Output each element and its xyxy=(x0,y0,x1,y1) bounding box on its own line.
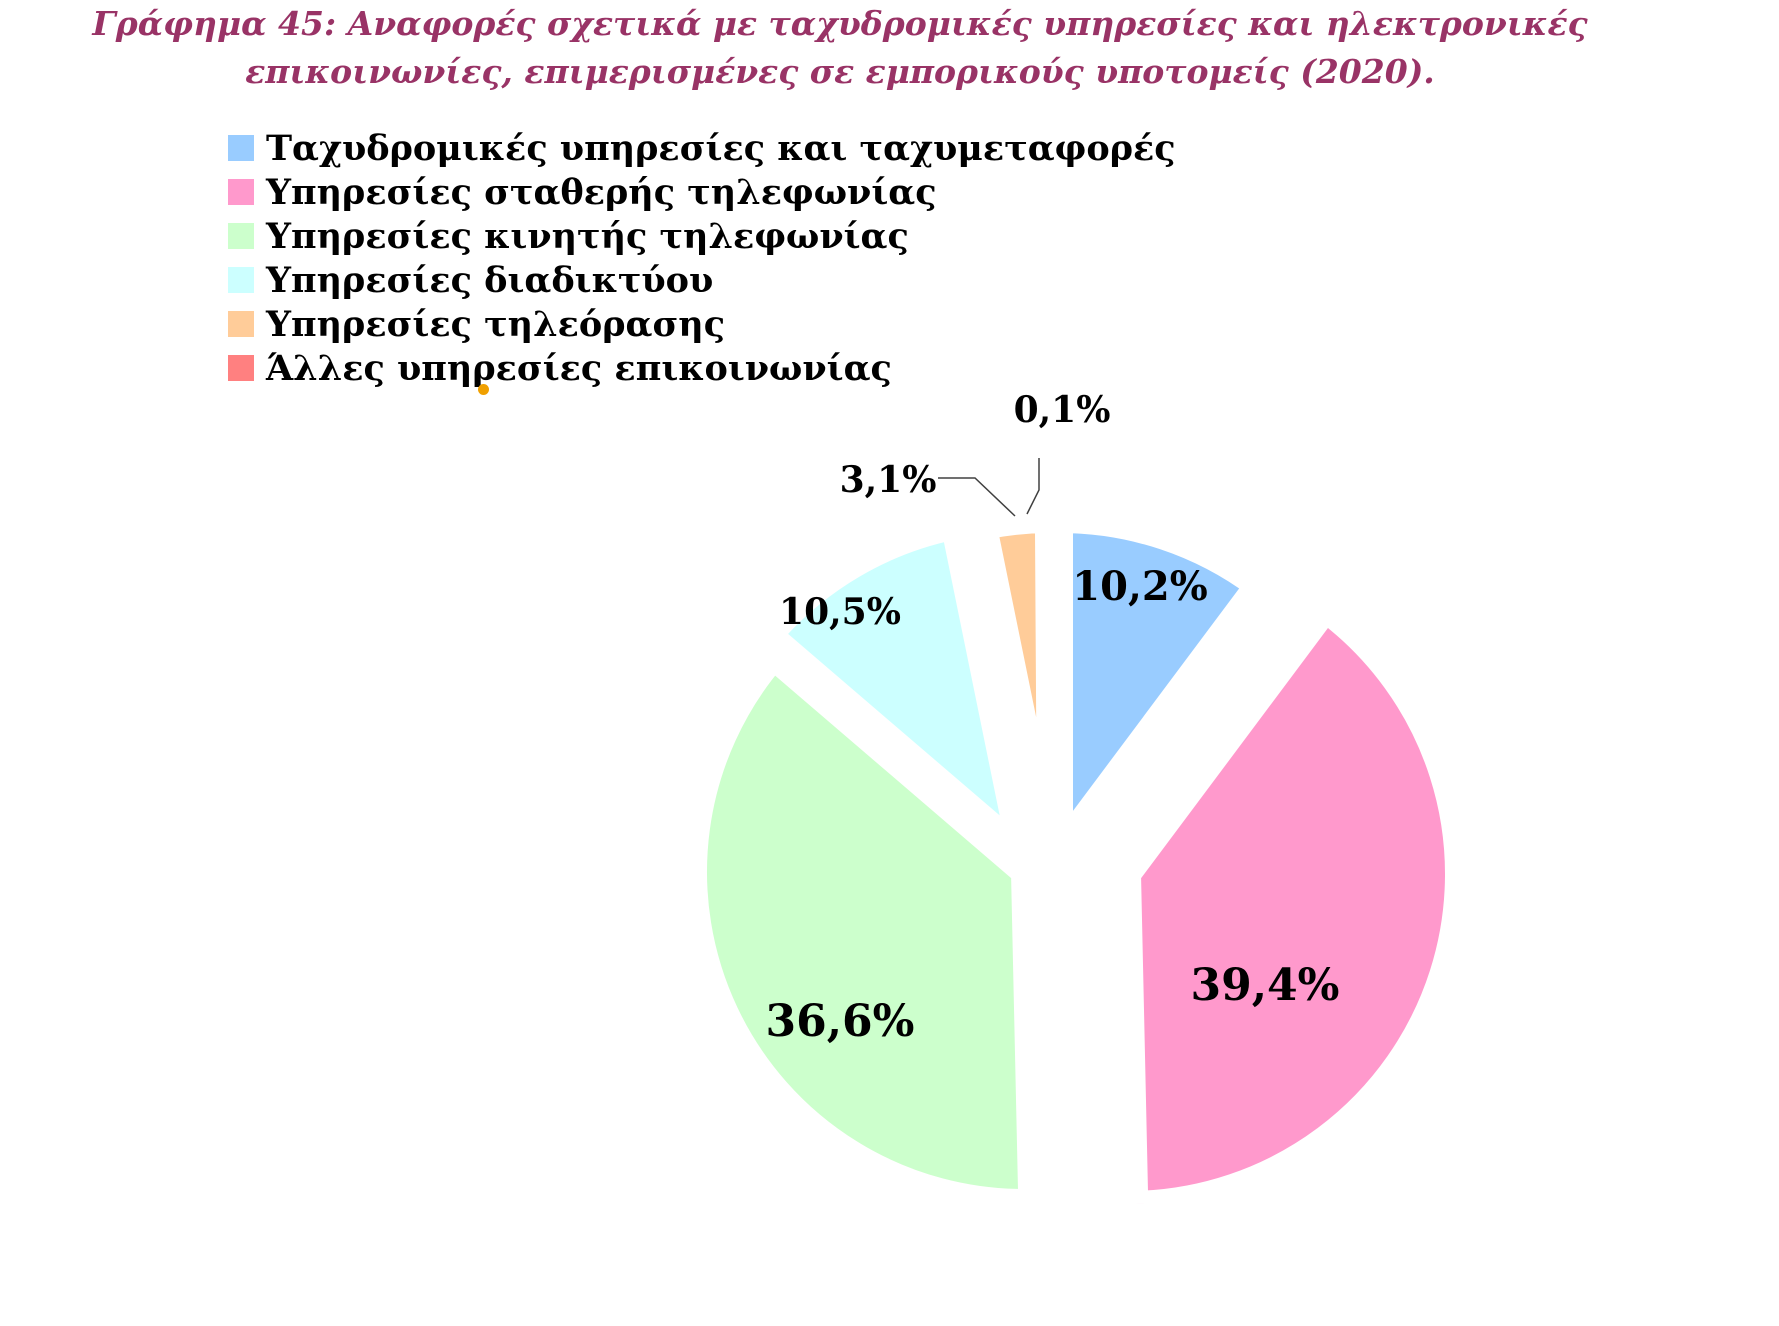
chart-title: Γράφημα 45: Αναφορές σχετικά με ταχυδρομ… xyxy=(40,0,1640,96)
pie-slices xyxy=(681,506,1471,1218)
data-label: 3,1% xyxy=(840,459,937,501)
legend-swatch xyxy=(228,311,254,337)
legend-label: Υπηρεσίες διαδικτύου xyxy=(266,259,714,301)
pie-slice xyxy=(681,638,1045,1215)
data-label: 10,5% xyxy=(779,591,901,633)
legend-label: Άλλες υπηρεσίες επικοινωνίας xyxy=(266,347,892,389)
chart-title-line-1: Γράφημα 45: Αναφορές σχετικά με ταχυδρομ… xyxy=(92,4,1588,43)
data-label: 36,6% xyxy=(766,996,915,1047)
pie-slice xyxy=(1044,506,1073,851)
pie-slice xyxy=(751,511,1041,885)
legend-item: Υπηρεσίες διαδικτύου xyxy=(228,258,1176,302)
data-label: 0,1% xyxy=(1014,389,1111,431)
legend-item: Υπηρεσίες τηλεόρασης xyxy=(228,302,1176,346)
legend-swatch xyxy=(228,355,254,381)
decorative-dot xyxy=(478,384,489,395)
legend-swatch xyxy=(228,223,254,249)
data-labels: 10,2% 39,4% 36,6% 10,5% 3,1% 0,1% xyxy=(766,389,1340,1047)
legend-item: Άλλες υπηρεσίες επικοινωνίας xyxy=(228,346,1176,390)
legend-item: Υπηρεσίες σταθερής τηλεφωνίας xyxy=(228,170,1176,214)
chart-title-line-2: επικοινωνίες, επιμερισμένες σε εμπορικού… xyxy=(245,52,1435,91)
legend-label: Υπηρεσίες κινητής τηλεφωνίας xyxy=(266,215,909,257)
data-label: 10,2% xyxy=(1072,563,1207,610)
data-label: 39,4% xyxy=(1191,960,1340,1011)
leader-line xyxy=(938,477,1016,517)
legend-label: Υπηρεσίες σταθερής τηλεφωνίας xyxy=(266,171,937,213)
legend-label: Ταχυδρομικές υπηρεσίες και ταχυμεταφορές xyxy=(266,127,1176,169)
legend-swatch xyxy=(228,135,254,161)
legend-swatch xyxy=(228,179,254,205)
legend-label: Υπηρεσίες τηλεόρασης xyxy=(266,303,726,345)
legend-swatch xyxy=(228,267,254,293)
pie-slice xyxy=(1047,506,1276,890)
legend-item: Ταχυδρομικές υπηρεσίες και ταχυμεταφορές xyxy=(228,126,1176,170)
pie-slice xyxy=(1114,591,1471,1218)
leader-lines xyxy=(938,458,1040,517)
chart-legend: Ταχυδρομικές υπηρεσίες και ταχυμεταφορές… xyxy=(228,126,1176,390)
legend-item: Υπηρεσίες κινητής τηλεφωνίας xyxy=(228,214,1176,258)
leader-line xyxy=(1026,458,1040,515)
